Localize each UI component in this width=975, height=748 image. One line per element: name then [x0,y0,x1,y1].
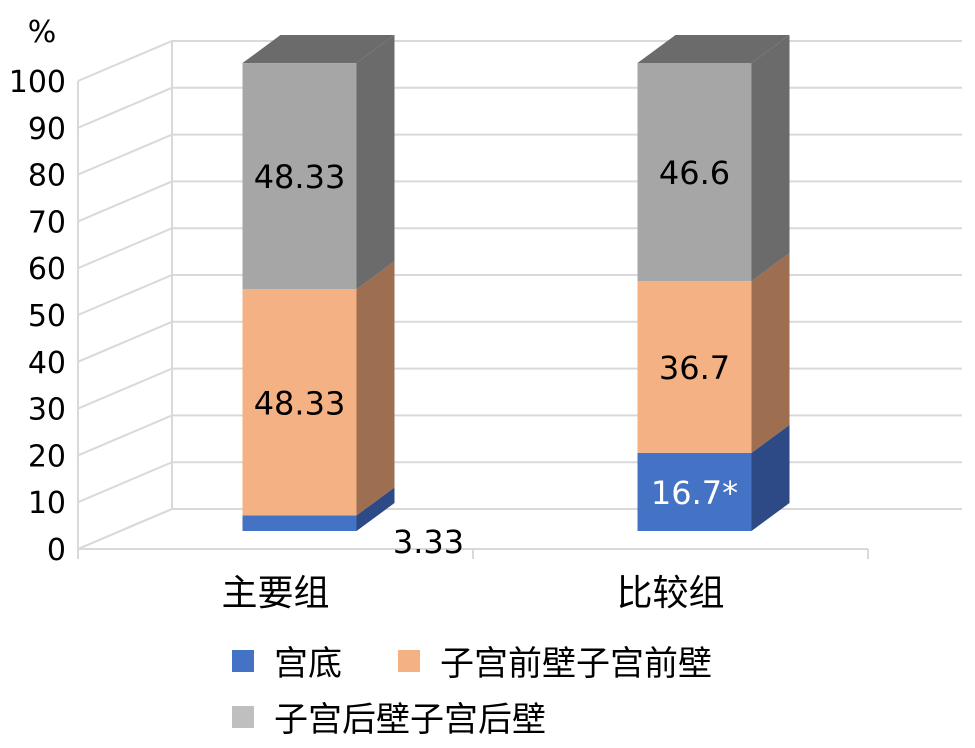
data-label: 16.7* [651,474,738,512]
legend-label: 宫底 [274,644,342,684]
data-label: 3.33 [393,523,464,561]
bar-front-segment [637,281,752,453]
floor-edge [77,508,962,550]
bar-top-face [637,35,790,63]
legend-label: 子宫前壁子宫前壁 [440,644,712,684]
bar-top-face [242,35,395,64]
bar-front-segment [242,63,357,290]
legend-swatch [232,705,254,728]
gridline [77,227,962,270]
data-label: 48.33 [254,158,346,196]
bar-front-segment [242,515,357,531]
bar-side-segment [751,35,790,282]
gridline [77,180,962,223]
y-tick-label: 40 [28,346,66,381]
chart-walls [77,41,962,550]
data-labels: 3.33 48.33 48.33 16.7* 36.7 46.6 [254,154,738,561]
legend-label: 子宫后壁子宫后壁 [274,700,546,740]
gridlines [77,40,962,550]
bar-front-segment [637,452,752,531]
legend-item: 子宫后壁子宫后壁 [232,692,546,741]
bars [242,35,790,531]
y-tick-label: 60 [28,252,66,287]
y-tick-label: 70 [28,205,66,240]
gridline [77,320,962,363]
gridline [77,40,962,82]
bar-side-segment [751,253,790,453]
y-tick-label: 80 [28,159,66,194]
legend-swatch [398,649,420,672]
y-tick-label: 50 [28,299,66,334]
legend-item: 子宫前壁子宫前壁 [398,636,712,685]
y-tick-label: 10 [28,486,66,521]
data-label: 36.7 [659,349,730,387]
y-unit-label: % [28,15,57,50]
gridline [77,461,962,504]
gridline [77,367,962,410]
y-tick-label: 100 [9,65,66,100]
gridline [77,86,962,129]
bar-side-segment [751,424,790,531]
y-tick-label: 30 [28,393,66,428]
y-tick-label: 90 [28,112,66,147]
bar-side-segment [356,261,395,516]
bar-side-segment [356,35,395,290]
bar-front-segment [242,289,357,516]
y-tick-label: 20 [28,439,66,474]
bar-side-segment [356,487,395,531]
x-category-label: 比较组 [616,573,724,614]
legend-item: 宫底 [232,636,342,685]
gridline [77,133,962,176]
gridline [77,274,962,316]
data-label: 46.6 [659,154,730,192]
data-label: 48.33 [254,384,346,422]
axes: 0 10 20 30 40 50 60 70 80 90 100% 主要组 比较组 [9,15,869,614]
y-tick-label: 0 [47,533,66,568]
gridline [77,508,962,550]
gridline [77,414,962,457]
bar-front-segment [637,63,752,282]
legend-swatch [232,649,254,672]
x-category-label: 主要组 [221,573,329,614]
